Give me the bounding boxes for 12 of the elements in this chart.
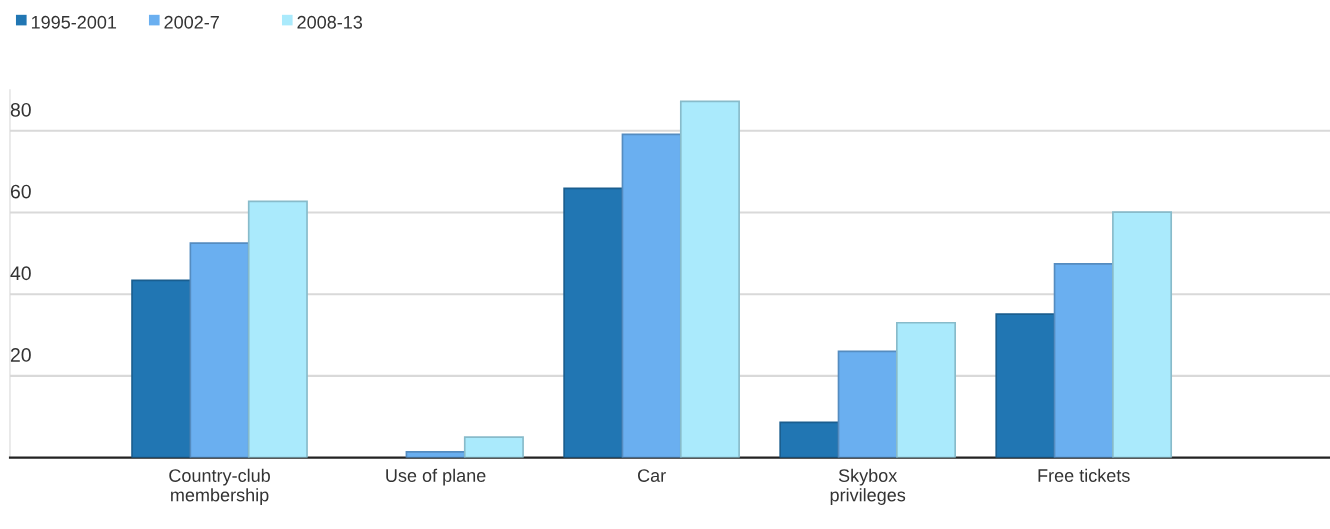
y-tick-label: 80 xyxy=(10,102,31,117)
y-tick-label: 20 xyxy=(10,348,31,362)
x-tick-label: Car xyxy=(637,469,666,482)
x-tick-label: Skybox privileges xyxy=(830,468,906,505)
y-tick-label: 40 xyxy=(10,266,31,281)
x-tick-label: Free tickets xyxy=(1038,468,1130,482)
legend-label: 2002-7 xyxy=(164,15,219,29)
x-tick-label: Use of plane xyxy=(386,468,486,486)
legend-label: 2008-13 xyxy=(297,15,363,29)
x-tick-label: Country-club membership xyxy=(169,468,270,505)
y-tick-label: 60 xyxy=(10,184,31,199)
legend-label: 1995-2001 xyxy=(31,15,117,29)
